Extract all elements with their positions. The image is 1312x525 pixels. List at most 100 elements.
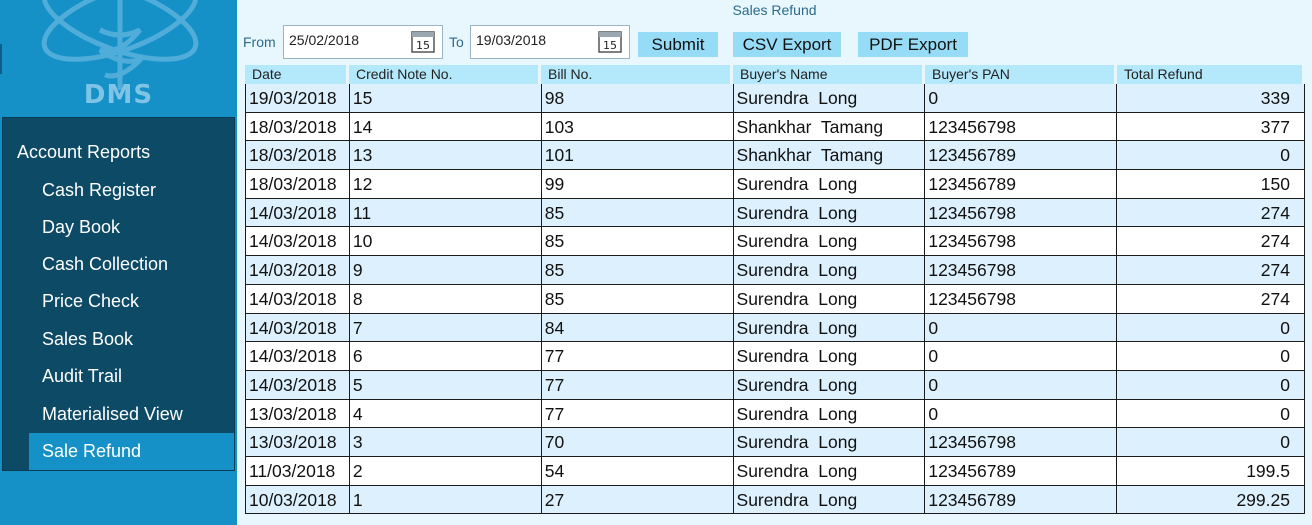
- buyer-name-cell[interactable]: Shankhar Tamang: [734, 141, 926, 170]
- buyer-pan-cell[interactable]: 123456789: [925, 456, 1118, 485]
- credit-note-cell[interactable]: 13: [350, 141, 542, 170]
- total-refund-cell[interactable]: 0: [1117, 141, 1305, 170]
- buyer-name-cell[interactable]: Surendra Long: [734, 342, 926, 370]
- buyer-pan-cell[interactable]: 0: [925, 342, 1118, 370]
- bill-no-cell[interactable]: 27: [542, 485, 734, 514]
- buyer-pan-cell[interactable]: 0: [925, 313, 1118, 342]
- bill-no-cell[interactable]: 85: [542, 198, 734, 227]
- credit-note-cell[interactable]: 11: [350, 198, 542, 227]
- buyer-name-cell[interactable]: Surendra Long: [734, 256, 926, 284]
- buyer-name-cell[interactable]: Surendra Long: [734, 428, 926, 456]
- buyer-pan-cell[interactable]: 123456798: [925, 428, 1118, 456]
- buyer-pan-cell[interactable]: 0: [925, 399, 1118, 428]
- buyer-name-cell[interactable]: Surendra Long: [734, 198, 926, 227]
- table-row[interactable]: 18/03/2018 13 101 Shankhar Tamang 123456789 0: [246, 141, 1305, 171]
- menu-section-title[interactable]: Account Reports: [17, 142, 151, 162]
- credit-note-cell[interactable]: 12: [350, 170, 542, 198]
- buyer-name-cell[interactable]: Surendra Long: [734, 370, 926, 399]
- buyer-pan-cell[interactable]: 0: [925, 84, 1118, 112]
- bill-no-cell[interactable]: 98: [542, 84, 734, 112]
- credit-note-cell[interactable]: 15: [350, 84, 542, 112]
- buyer-name-cell[interactable]: Surendra Long: [734, 456, 926, 485]
- total-refund-cell[interactable]: 377: [1117, 112, 1305, 141]
- date-cell[interactable]: 13/03/2018: [246, 428, 350, 456]
- column-header-bill-no[interactable]: Bill No.: [541, 65, 733, 84]
- submit-button[interactable]: Submit: [638, 32, 718, 57]
- credit-note-cell[interactable]: 6: [350, 342, 542, 370]
- buyer-name-cell[interactable]: Surendra Long: [734, 485, 926, 514]
- column-header-total-refund[interactable]: Total Refund: [1117, 65, 1305, 84]
- table-row[interactable]: 18/03/2018 12 99 Surendra Long 123456789 150: [246, 170, 1305, 199]
- buyer-name-cell[interactable]: Shankhar Tamang: [734, 112, 926, 141]
- table-row[interactable]: 14/03/2018 7 84 Surendra Long 0 0: [246, 313, 1305, 343]
- table-row[interactable]: 13/03/2018 4 77 Surendra Long 0 0: [246, 399, 1305, 429]
- bill-no-cell[interactable]: 70: [542, 428, 734, 456]
- to-date-picker[interactable]: 19/03/2018 15: [470, 25, 630, 59]
- table-row[interactable]: 18/03/2018 14 103 Shankhar Tamang 123456798 3…: [246, 112, 1305, 142]
- total-refund-cell[interactable]: 274: [1117, 198, 1305, 227]
- date-cell[interactable]: 14/03/2018: [246, 370, 350, 399]
- table-row[interactable]: 14/03/2018 11 85 Surendra Long 123456798 274: [246, 198, 1305, 228]
- from-date-picker[interactable]: 25/02/2018 15: [283, 25, 443, 59]
- date-cell[interactable]: 18/03/2018: [246, 112, 350, 141]
- to-date-value[interactable]: 19/03/2018: [476, 32, 547, 48]
- total-refund-cell[interactable]: 0: [1117, 342, 1305, 370]
- csv-export-button[interactable]: CSV Export: [733, 32, 841, 57]
- credit-note-cell[interactable]: 8: [350, 284, 542, 313]
- table-row[interactable]: 19/03/2018 15 98 Surendra Long 0 339: [246, 84, 1305, 113]
- credit-note-cell[interactable]: 14: [350, 112, 542, 141]
- column-header-buyer-name[interactable]: Buyer's Name: [733, 65, 925, 84]
- table-row[interactable]: 13/03/2018 3 70 Surendra Long 123456798 0: [246, 428, 1305, 457]
- total-refund-cell[interactable]: 299.25: [1117, 485, 1305, 514]
- date-cell[interactable]: 18/03/2018: [246, 170, 350, 198]
- table-row[interactable]: 14/03/2018 10 85 Surendra Long 123456798 274: [246, 227, 1305, 257]
- table-row[interactable]: 14/03/2018 8 85 Surendra Long 123456798 274: [246, 284, 1305, 314]
- buyer-pan-cell[interactable]: 123456789: [925, 170, 1118, 198]
- sidebar-item-price-check[interactable]: Price Check: [42, 291, 140, 311]
- date-cell[interactable]: 14/03/2018: [246, 227, 350, 256]
- sidebar-item-audit-trail[interactable]: Audit Trail: [42, 366, 123, 386]
- date-cell[interactable]: 14/03/2018: [246, 342, 350, 370]
- date-cell[interactable]: 14/03/2018: [246, 256, 350, 284]
- credit-note-cell[interactable]: 4: [350, 399, 542, 428]
- table-row[interactable]: 14/03/2018 5 77 Surendra Long 0 0: [246, 370, 1305, 400]
- buyer-pan-cell[interactable]: 123456798: [925, 198, 1118, 227]
- buyer-pan-cell[interactable]: 123456798: [925, 256, 1118, 284]
- buyer-pan-cell[interactable]: 123456798: [925, 227, 1118, 256]
- buyer-name-cell[interactable]: Surendra Long: [734, 84, 926, 112]
- buyer-pan-cell[interactable]: 123456798: [925, 112, 1118, 141]
- total-refund-cell[interactable]: 0: [1117, 428, 1305, 456]
- total-refund-cell[interactable]: 274: [1117, 284, 1305, 313]
- bill-no-cell[interactable]: 101: [542, 141, 734, 170]
- date-cell[interactable]: 14/03/2018: [246, 284, 350, 313]
- bill-no-cell[interactable]: 77: [542, 399, 734, 428]
- credit-note-cell[interactable]: 9: [350, 256, 542, 284]
- bill-no-cell[interactable]: 99: [542, 170, 734, 198]
- column-header-credit-note[interactable]: Credit Note No.: [349, 65, 541, 84]
- table-row[interactable]: 10/03/2018 1 27 Surendra Long 123456789 299.2…: [246, 485, 1305, 515]
- date-cell[interactable]: 11/03/2018: [246, 456, 350, 485]
- buyer-pan-cell[interactable]: 123456789: [925, 485, 1118, 514]
- buyer-pan-cell[interactable]: 123456798: [925, 284, 1118, 313]
- total-refund-cell[interactable]: 274: [1117, 256, 1305, 284]
- sidebar-item-materialised-view[interactable]: Materialised View: [42, 404, 183, 424]
- buyer-name-cell[interactable]: Surendra Long: [734, 313, 926, 342]
- sidebar-item-sale-refund[interactable]: Sale Refund: [29, 433, 234, 470]
- total-refund-cell[interactable]: 0: [1117, 399, 1305, 428]
- total-refund-cell[interactable]: 0: [1117, 370, 1305, 399]
- credit-note-cell[interactable]: 10: [350, 227, 542, 256]
- buyer-name-cell[interactable]: Surendra Long: [734, 399, 926, 428]
- total-refund-cell[interactable]: 339: [1117, 84, 1305, 112]
- bill-no-cell[interactable]: 85: [542, 256, 734, 284]
- from-date-value[interactable]: 25/02/2018: [289, 32, 360, 48]
- bill-no-cell[interactable]: 54: [542, 456, 734, 485]
- table-row[interactable]: 11/03/2018 2 54 Surendra Long 123456789 199.5: [246, 456, 1305, 486]
- sidebar-item-sales-book[interactable]: Sales Book: [42, 329, 134, 349]
- total-refund-cell[interactable]: 274: [1117, 227, 1305, 256]
- date-cell[interactable]: 14/03/2018: [246, 198, 350, 227]
- column-header-buyer-pan[interactable]: Buyer's PAN: [925, 65, 1117, 84]
- total-refund-cell[interactable]: 150: [1117, 170, 1305, 198]
- date-cell[interactable]: 13/03/2018: [246, 399, 350, 428]
- bill-no-cell[interactable]: 77: [542, 370, 734, 399]
- pdf-export-button[interactable]: PDF Export: [858, 32, 968, 57]
